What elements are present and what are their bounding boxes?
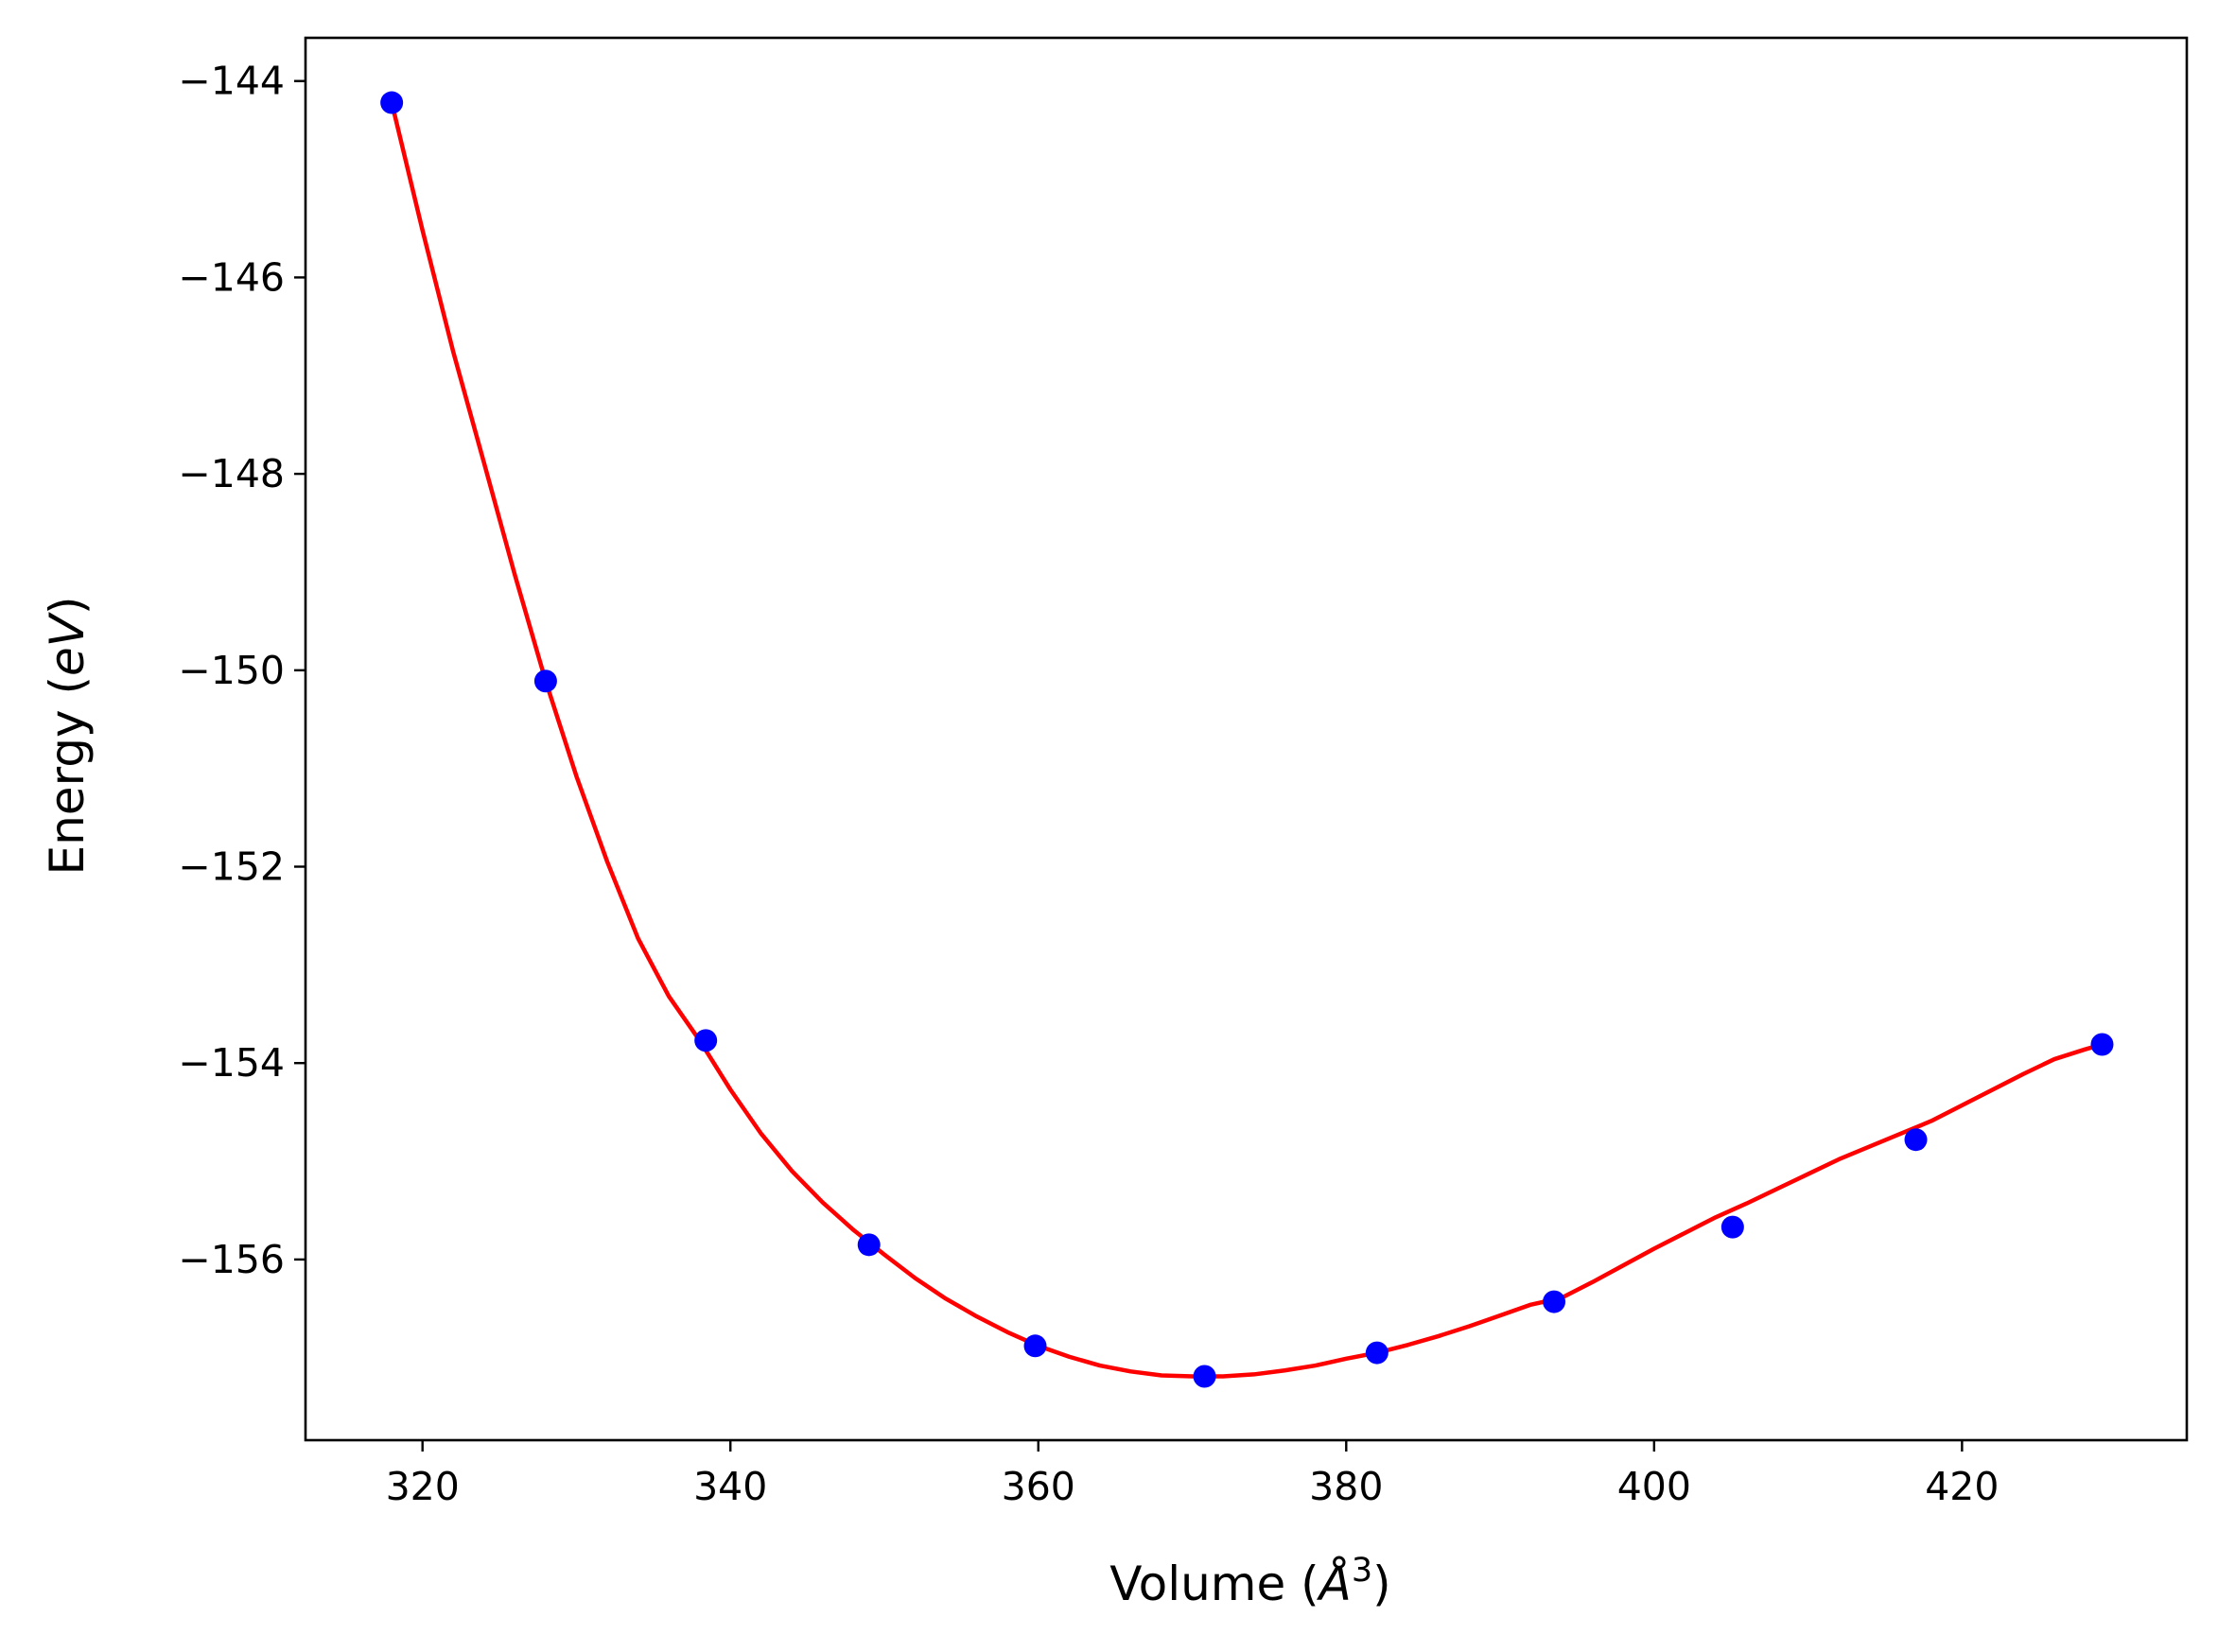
y-tick-label: −154	[178, 1040, 285, 1086]
data-point	[2090, 1033, 2114, 1056]
y-tick-label: −148	[178, 451, 285, 496]
x-axis-ticks: 320 340 360 380 400 420	[386, 1440, 1999, 1509]
x-tick-label: 320	[386, 1464, 460, 1509]
fit-curve-layer	[389, 100, 2104, 1379]
data-point	[1023, 1334, 1047, 1358]
data-points-layer	[380, 91, 2114, 1388]
y-axis-label: Energy (eV)	[40, 597, 95, 876]
data-point	[1904, 1128, 1928, 1152]
data-point	[694, 1029, 718, 1052]
data-point	[1365, 1341, 1388, 1365]
fit-curve-line	[389, 100, 2104, 1379]
x-tick-label: 360	[1002, 1464, 1075, 1509]
y-axis-ticks: −144 −146 −148 −150 −152 −154 −156	[178, 59, 306, 1282]
y-tick-label: −144	[178, 59, 285, 104]
x-axis-label: Volume (Å3)	[1109, 1552, 1390, 1611]
data-point	[1543, 1290, 1566, 1313]
data-point	[1193, 1365, 1216, 1388]
data-point	[1720, 1215, 1744, 1239]
y-tick-label: −152	[178, 844, 285, 890]
data-point	[380, 91, 404, 114]
y-tick-label: −150	[178, 648, 285, 693]
data-point	[857, 1233, 881, 1257]
x-tick-label: 380	[1309, 1464, 1383, 1509]
data-point	[533, 669, 557, 693]
x-tick-label: 400	[1617, 1464, 1691, 1509]
plot-frame	[304, 36, 2189, 1442]
x-tick-label: 340	[693, 1464, 767, 1509]
x-tick-label: 420	[1925, 1464, 1999, 1509]
y-tick-label: −146	[178, 254, 285, 300]
y-tick-label: −156	[178, 1237, 285, 1282]
